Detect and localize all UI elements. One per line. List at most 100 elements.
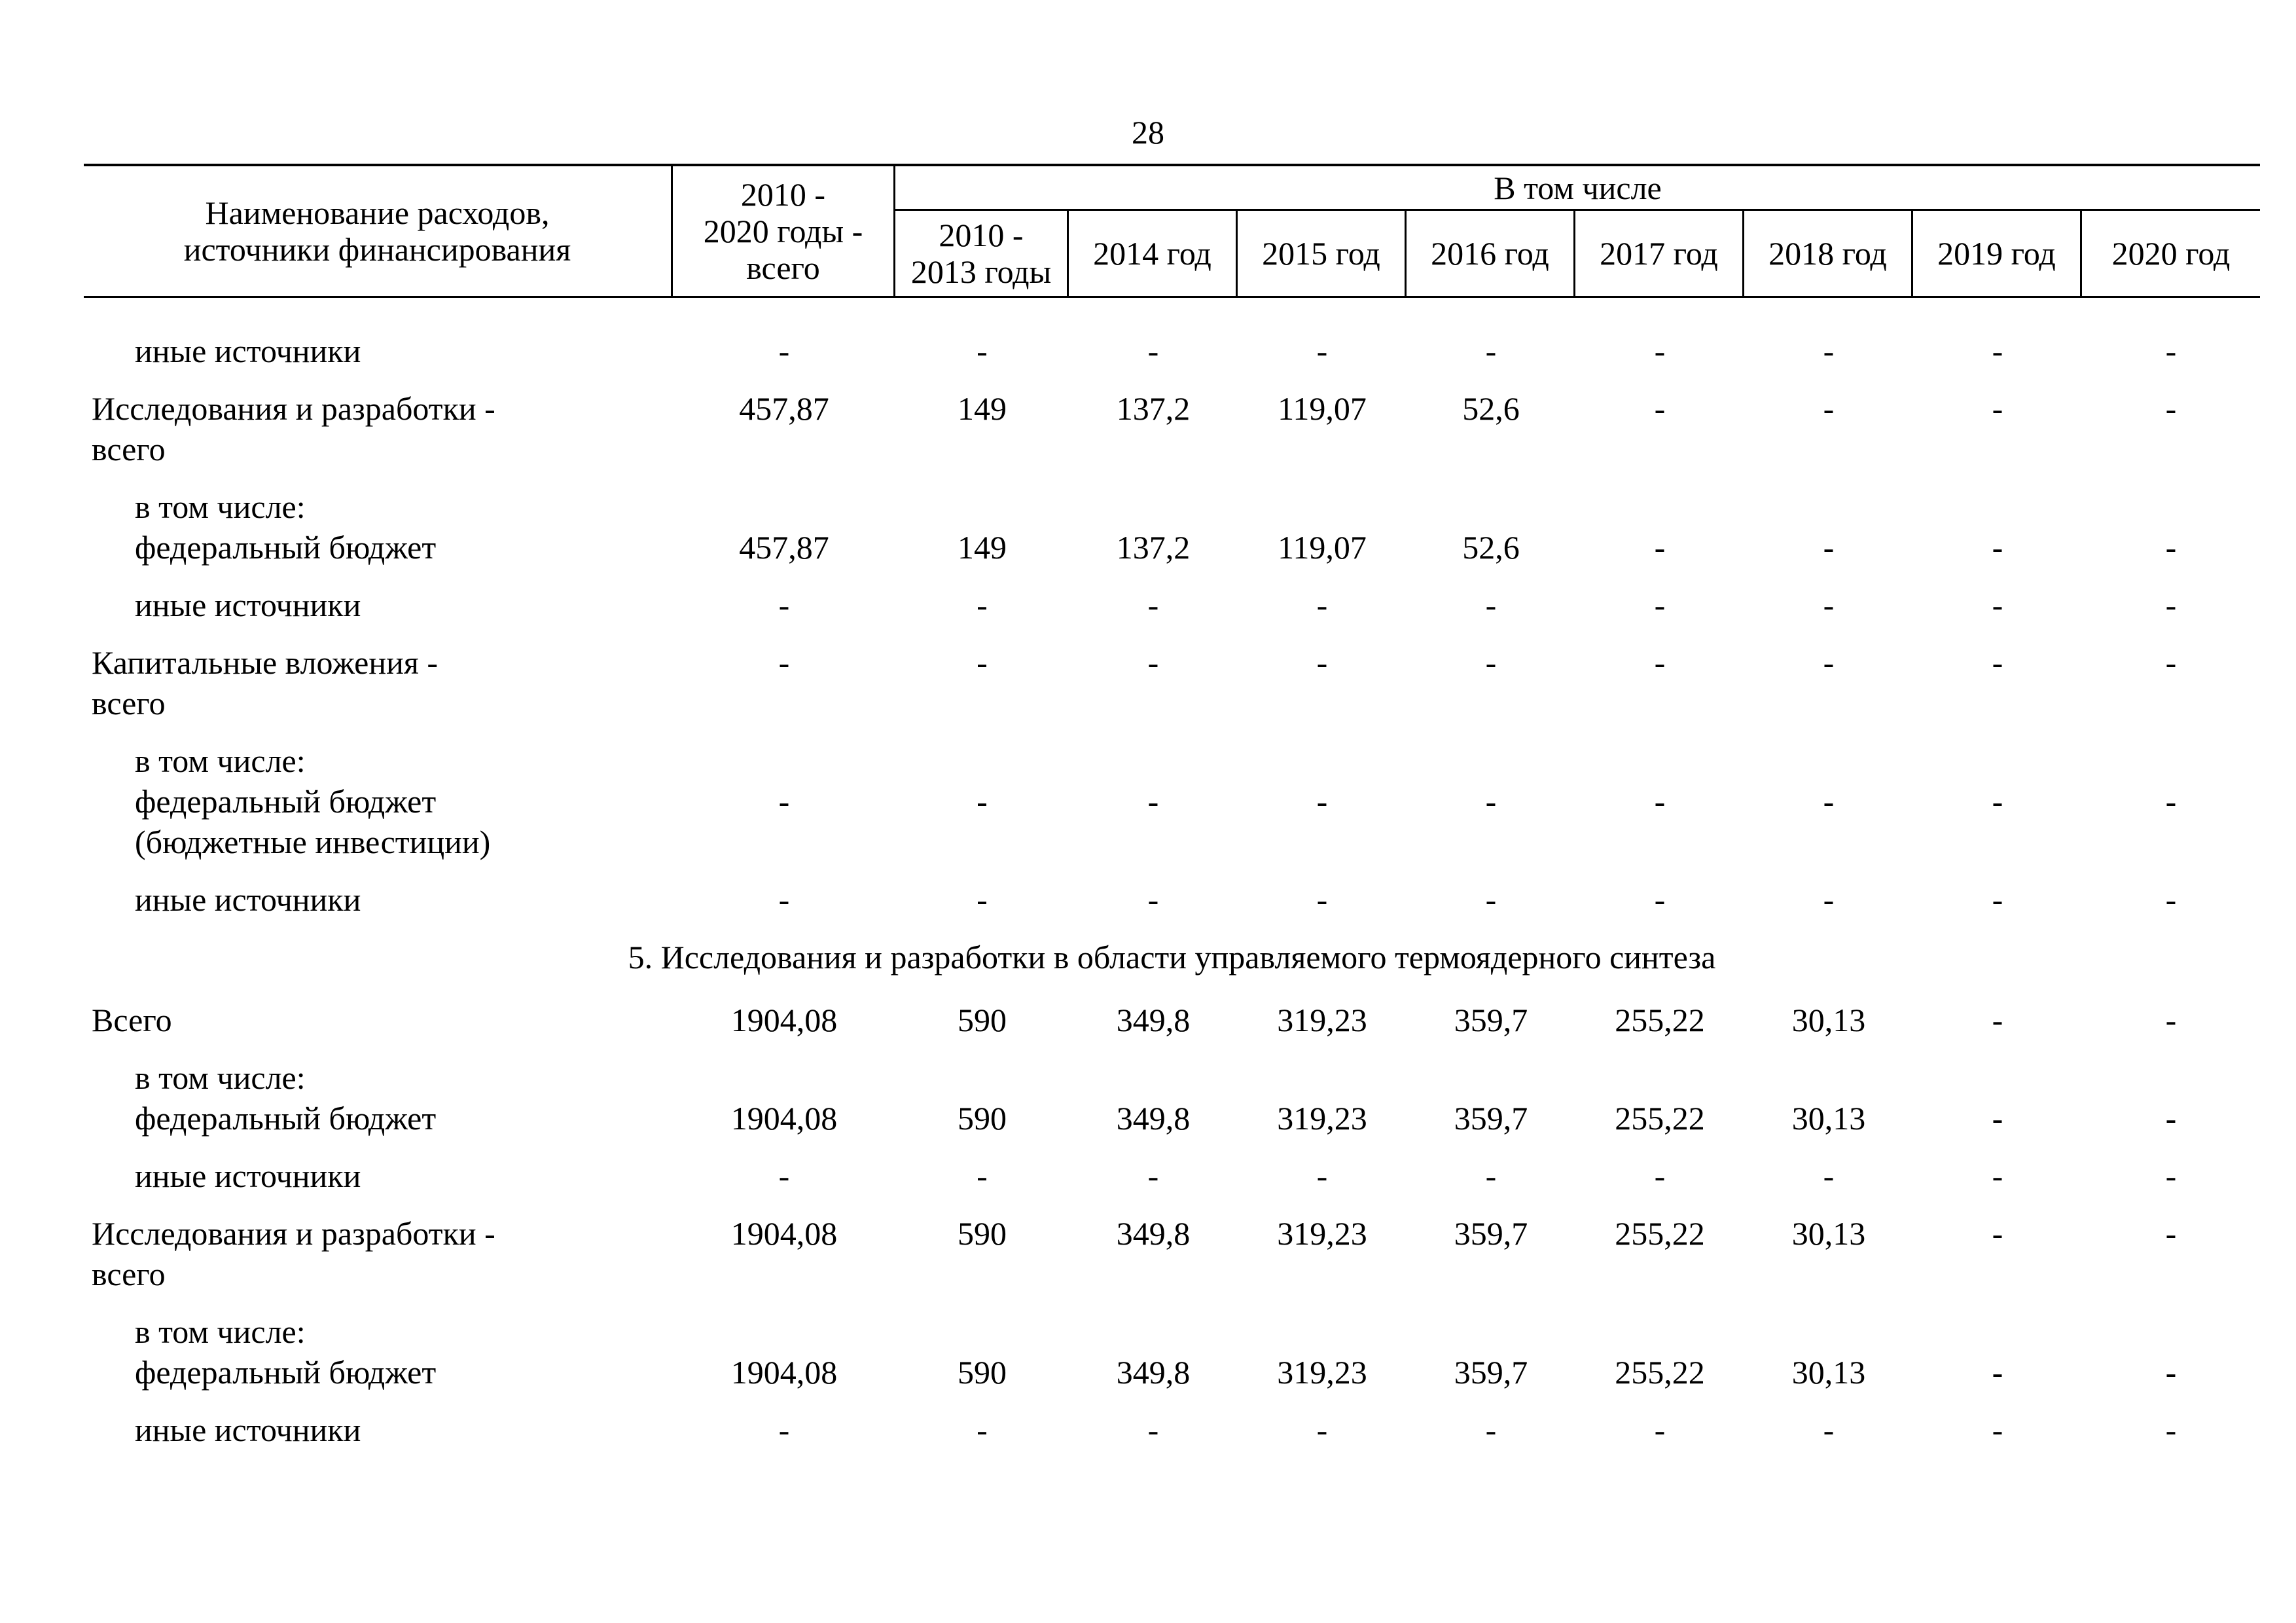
table-row: Исследования и разработки - всего 1904,08…: [84, 1213, 2260, 1294]
row-label-prefix: в том числе:: [135, 742, 306, 779]
value-cell: -: [1316, 644, 1328, 681]
value-cell: -: [977, 644, 988, 681]
value-cell: -: [1316, 1412, 1328, 1448]
value-cell: 359,7: [1454, 1215, 1528, 1252]
value-cell: -: [778, 881, 790, 918]
row-label: иные источники: [84, 1410, 673, 1450]
row-label: в том числе: федеральный бюджет: [84, 1057, 673, 1139]
row-label: Капитальные вложения - всего: [84, 642, 673, 723]
value-cell: -: [1316, 333, 1328, 369]
value-cell: -: [778, 1412, 790, 1448]
header-year-line: 2020 год: [2111, 235, 2231, 272]
value-cell: 359,7: [1454, 1002, 1528, 1038]
value-cell: 255,22: [1615, 1100, 1705, 1137]
value-cell: -: [778, 333, 790, 369]
value-cell: -: [1654, 1412, 1666, 1448]
value-cell: 319,23: [1277, 1215, 1367, 1252]
header-year-line: 2019 год: [1937, 235, 2056, 272]
value-cell: -: [1992, 1354, 2003, 1391]
value-cell: 137,2: [1116, 529, 1191, 566]
header-total-line: всего: [746, 249, 820, 286]
row-label: иные источники: [84, 1156, 673, 1196]
page-number: 28: [1132, 114, 1164, 151]
row-label-main: Капитальные вложения -: [92, 644, 439, 681]
value-cell: -: [977, 1412, 988, 1448]
value-cell: 319,23: [1277, 1354, 1367, 1391]
value-cell: -: [1147, 1412, 1159, 1448]
value-cell: -: [2165, 1215, 2177, 1252]
value-cell: -: [1992, 587, 2003, 623]
value-cell: -: [1147, 783, 1159, 820]
value-cell: 137,2: [1116, 390, 1191, 427]
table-row: в том числе: федеральный бюджет 1904,08 59…: [84, 1057, 2260, 1139]
value-cell: 349,8: [1116, 1215, 1191, 1252]
table-row: иные источники - - - - - - - - -: [84, 1156, 2260, 1196]
value-cell: -: [1654, 1158, 1666, 1194]
value-cell: 149: [958, 529, 1007, 566]
header-year-col: 2016 год: [1407, 211, 1575, 296]
table-row: иные источники - - - - - - - - -: [84, 1410, 2260, 1450]
value-cell: 349,8: [1116, 1354, 1191, 1391]
value-cell: -: [1316, 587, 1328, 623]
value-cell: -: [2165, 1354, 2177, 1391]
value-cell: -: [2165, 587, 2177, 623]
header-name-line: Наименование расходов,: [205, 194, 550, 231]
value-cell: -: [2165, 529, 2177, 566]
row-label: иные источники: [84, 585, 673, 625]
row-label-main: иные источники: [135, 587, 361, 623]
value-cell: -: [1654, 644, 1666, 681]
value-cell: -: [1316, 783, 1328, 820]
value-cell: -: [977, 1158, 988, 1194]
value-cell: 52,6: [1462, 390, 1520, 427]
row-label: иные источники: [84, 879, 673, 920]
row-label-prefix: в том числе:: [135, 488, 306, 525]
value-cell: 590: [958, 1354, 1007, 1391]
header-year-line: 2013 годы: [910, 253, 1052, 290]
value-cell: 255,22: [1615, 1002, 1705, 1038]
table-body: иные источники - - - - - - - - - Исследования и …: [84, 298, 2260, 1450]
table-row: иные источники - - - - - - - - -: [84, 331, 2260, 371]
header-total-line: 2010 -: [740, 176, 826, 213]
value-cell: 255,22: [1615, 1215, 1705, 1252]
value-cell: -: [1992, 1002, 2003, 1038]
value-cell: -: [1992, 644, 2003, 681]
value-cell: -: [2165, 644, 2177, 681]
header-group-label: В том числе: [895, 166, 2260, 211]
value-cell: -: [1823, 1412, 1835, 1448]
value-cell: 30,13: [1791, 1100, 1866, 1137]
value-cell: -: [977, 783, 988, 820]
value-cell: -: [1654, 783, 1666, 820]
header-year-col: 2017 год: [1575, 211, 1744, 296]
value-cell: -: [1316, 1158, 1328, 1194]
value-cell: -: [1823, 644, 1835, 681]
value-cell: -: [1485, 1158, 1497, 1194]
row-label: в том числе: федеральный бюджет: [84, 486, 673, 568]
value-cell: -: [1654, 881, 1666, 918]
value-cell: -: [1823, 390, 1835, 427]
header-year-line: 2017 год: [1600, 235, 1718, 272]
value-cell: -: [1485, 333, 1497, 369]
table-header: Наименование расходов, источники финанси…: [84, 164, 2260, 298]
row-label-main: иные источники: [135, 333, 361, 369]
value-cell: 1904,08: [730, 1354, 838, 1391]
value-cell: -: [1147, 881, 1159, 918]
value-cell: 590: [958, 1215, 1007, 1252]
value-cell: 30,13: [1791, 1002, 1866, 1038]
value-cell: 319,23: [1277, 1100, 1367, 1137]
row-label-main: Исследования и разработки -: [92, 1215, 495, 1252]
value-cell: -: [977, 881, 988, 918]
value-cell: -: [1992, 333, 2003, 369]
value-cell: -: [1654, 333, 1666, 369]
table-row: в том числе: федеральный бюджет (бюджетные…: [84, 740, 2260, 862]
value-cell: -: [1823, 881, 1835, 918]
table-row: иные источники - - - - - - - - -: [84, 585, 2260, 625]
value-cell: -: [1992, 1158, 2003, 1194]
value-cell: -: [778, 783, 790, 820]
value-cell: -: [1654, 587, 1666, 623]
value-cell: -: [1147, 587, 1159, 623]
value-cell: -: [1992, 390, 2003, 427]
row-label: Всего: [84, 1000, 673, 1040]
row-label-main: федеральный бюджет: [135, 529, 437, 566]
value-cell: -: [2165, 783, 2177, 820]
value-cell: 30,13: [1791, 1354, 1866, 1391]
